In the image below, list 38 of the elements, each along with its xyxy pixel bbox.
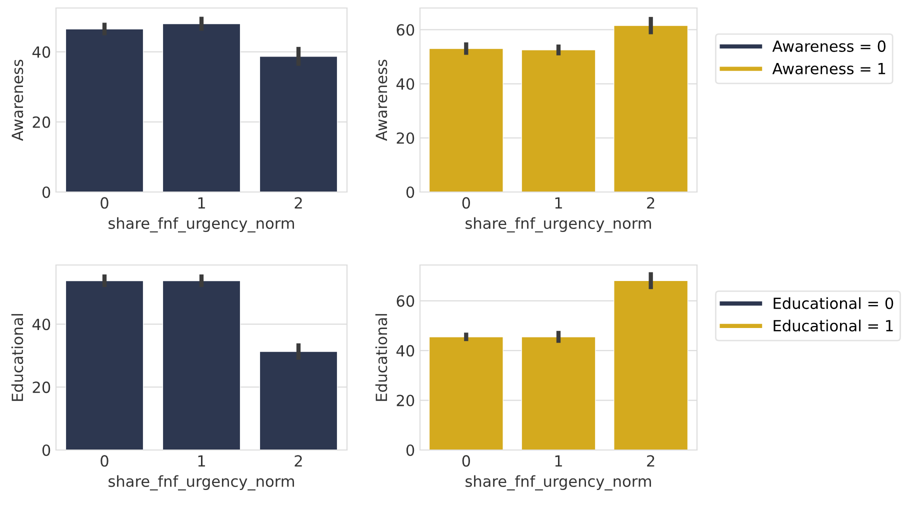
- y-axis-title: Awareness: [12, 60, 24, 141]
- x-tick-label: 2: [294, 455, 302, 466]
- text: Educational = 0: [774, 297, 894, 310]
- text: Awareness = 1: [772, 63, 886, 74]
- y-axis-title: Awareness: [376, 60, 388, 141]
- y-tick-label: 0: [406, 444, 414, 456]
- y-tick-label: 0: [42, 444, 50, 456]
- y-tick-label: 40: [396, 345, 414, 357]
- text: Educational = 1: [774, 320, 893, 332]
- y-tick-label: 20: [396, 394, 414, 406]
- y-axis-title: Educational: [11, 314, 24, 401]
- x-tick-label: 0: [462, 197, 470, 209]
- x-tick-label: 1: [555, 197, 562, 208]
- x-tick-label: 0: [462, 455, 470, 467]
- x-tick-label: 2: [647, 197, 654, 208]
- y-axis-title: Educational: [375, 314, 388, 401]
- x-tick-label: 1: [555, 455, 562, 466]
- y-tick-label: 20: [396, 132, 414, 144]
- x-axis-title: share_fnf_urgency_norm: [466, 475, 651, 490]
- x-tick-label: 1: [198, 197, 205, 208]
- y-tick-label: 40: [32, 46, 50, 58]
- x-tick-label: 1: [198, 455, 205, 466]
- x-axis-title: share_fnf_urgency_norm: [108, 217, 294, 232]
- y-tick-label: 20: [32, 382, 50, 394]
- y-tick-label: 60: [396, 24, 414, 36]
- x-tick-label: 0: [100, 197, 108, 209]
- y-tick-label: 40: [396, 78, 414, 90]
- x-axis-title: share_fnf_urgency_norm: [466, 217, 651, 232]
- y-tick-label: 20: [32, 116, 50, 128]
- y-tick-label: 0: [406, 186, 414, 198]
- text: Awareness = 0: [772, 40, 886, 52]
- x-tick-label: 2: [294, 197, 302, 208]
- x-tick-label: 2: [647, 455, 654, 466]
- x-axis-title: share_fnf_urgency_norm: [108, 475, 294, 490]
- y-tick-label: 60: [396, 295, 414, 307]
- x-tick-label: 0: [100, 455, 108, 467]
- y-tick-label: 40: [32, 318, 50, 330]
- y-tick-label: 0: [42, 186, 50, 198]
